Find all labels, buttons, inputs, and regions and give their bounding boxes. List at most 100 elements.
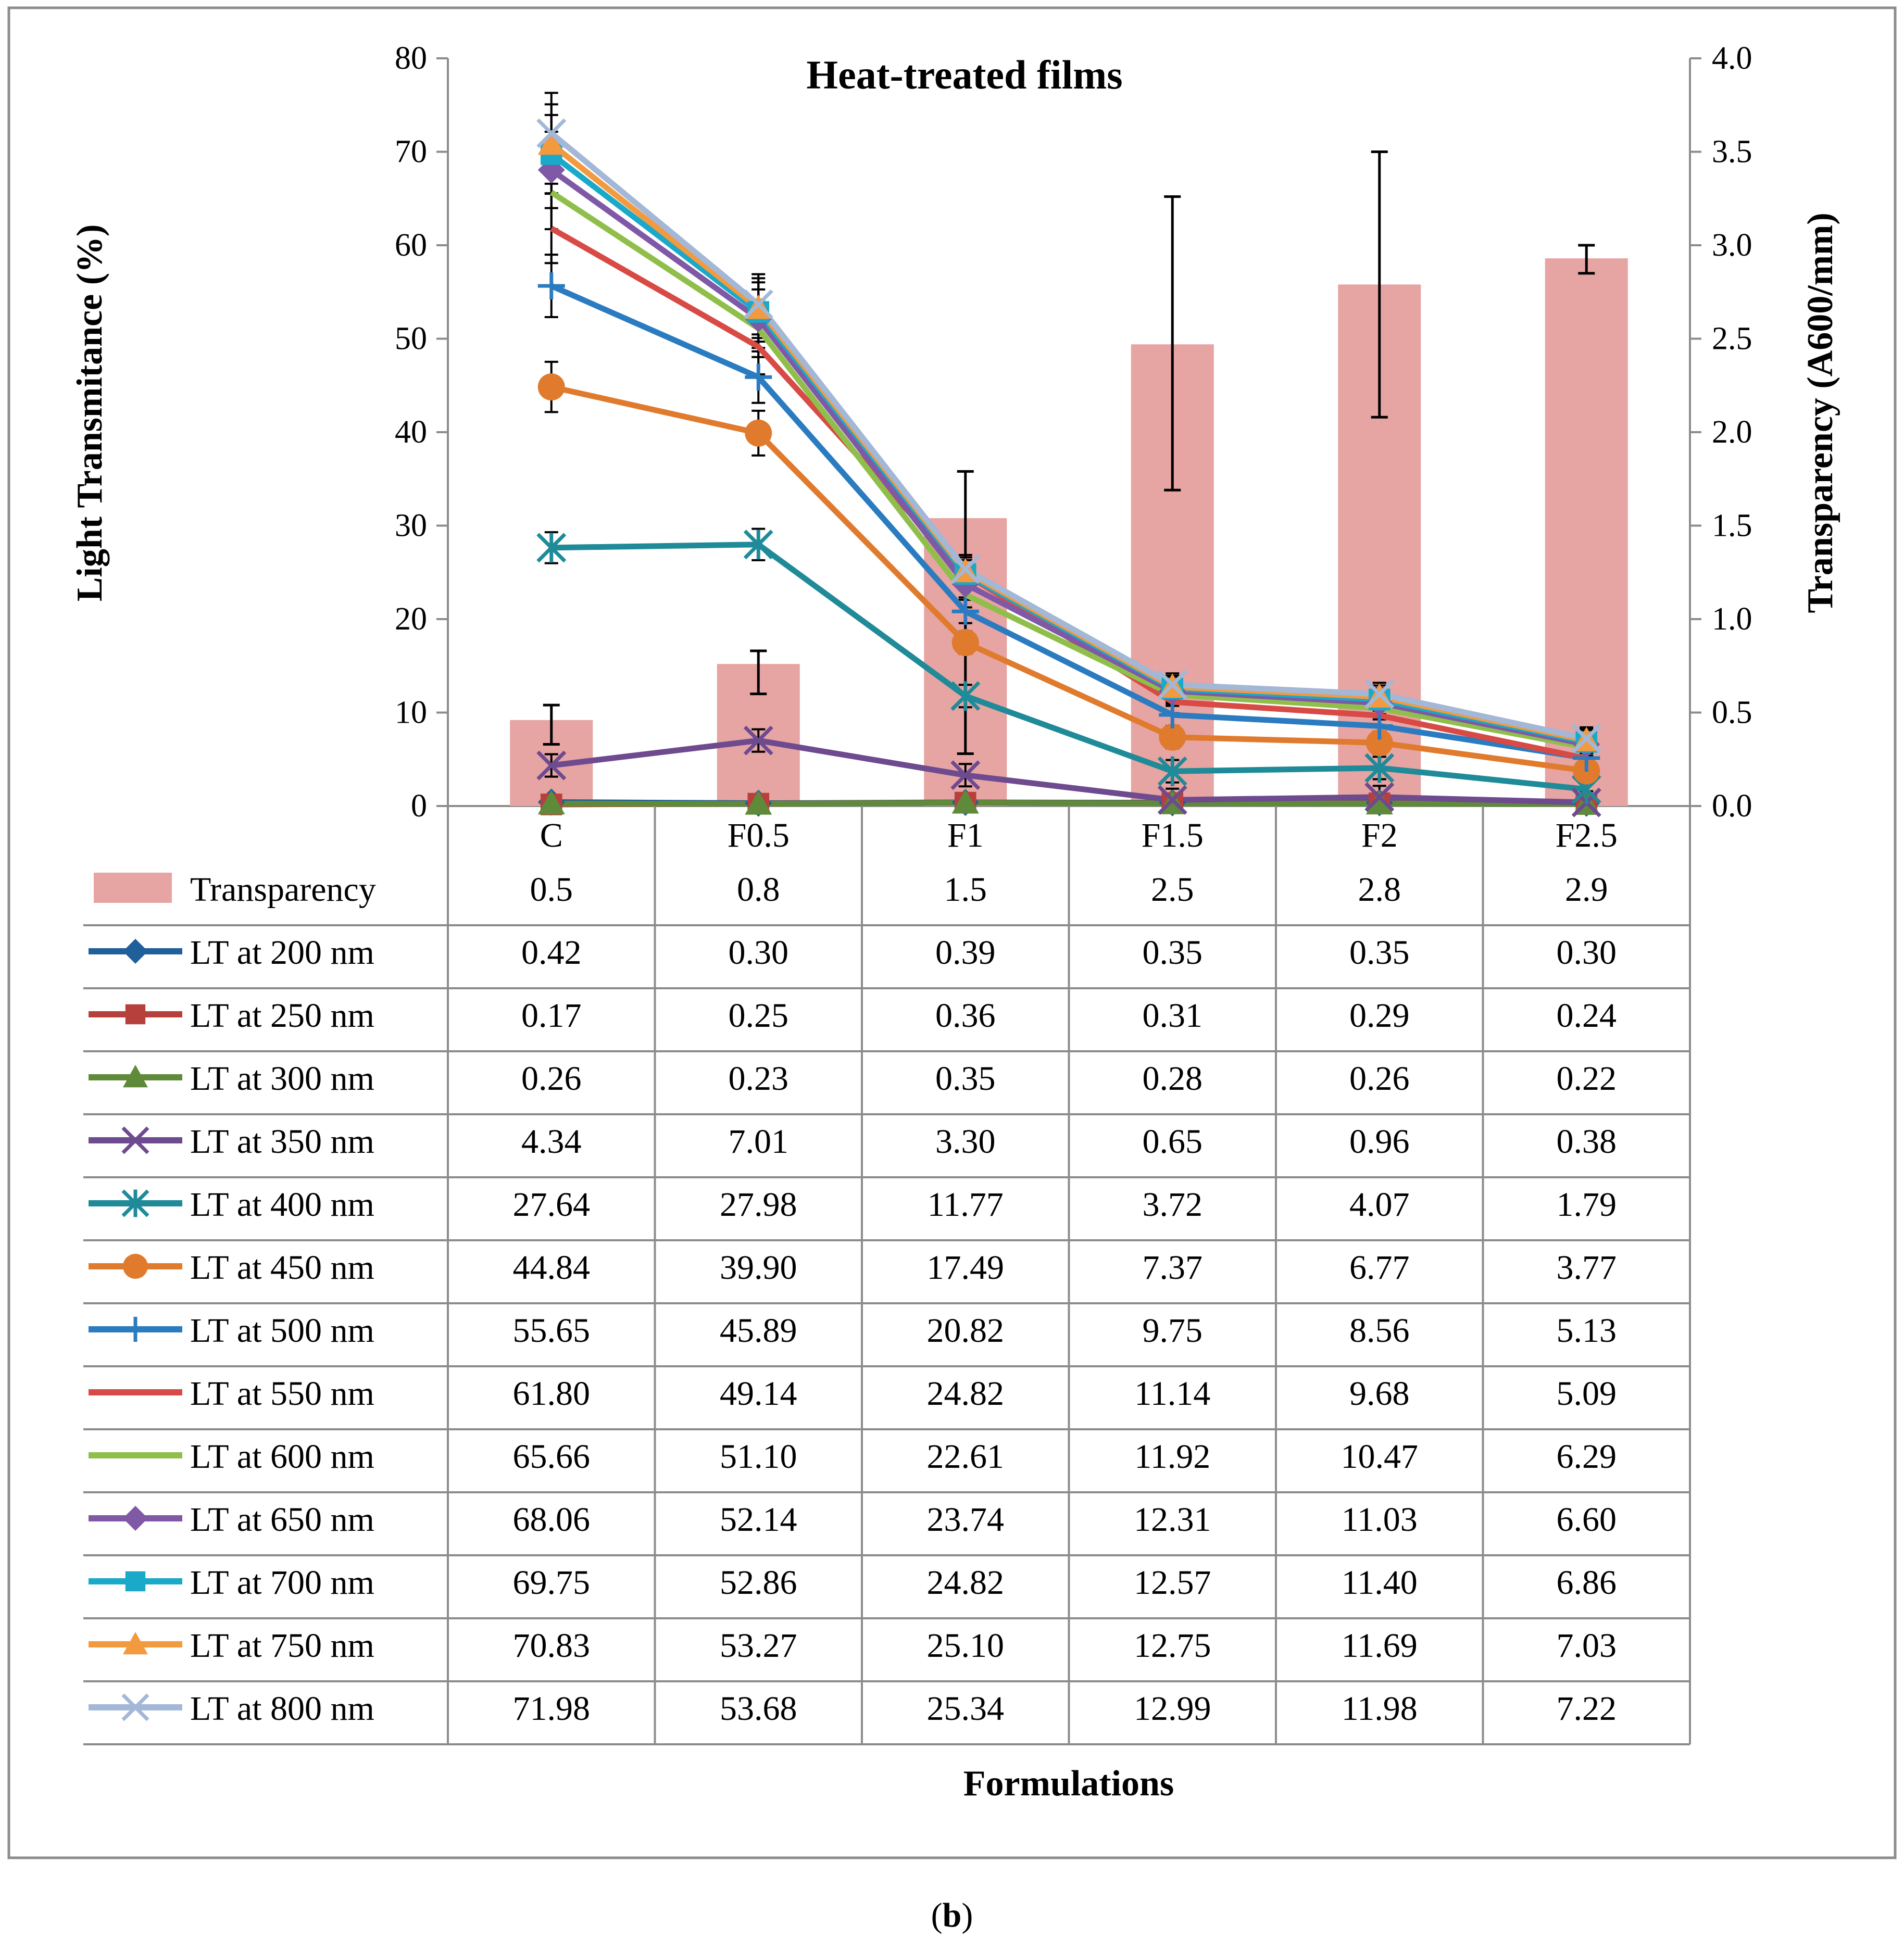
series-point [537,790,565,815]
series-point [1364,679,1395,709]
table-cell: 11.69 [1342,1627,1418,1665]
y-left-tick-label: 80 [395,41,427,76]
table-cell: 44.84 [513,1249,591,1287]
y-left-tick-label: 40 [395,414,427,450]
y-right-tick-label: 3.0 [1712,228,1752,263]
table-cell: 24.82 [927,1564,1005,1602]
x-tick-label: F2 [1361,816,1398,854]
legend-key-marker [123,1254,148,1279]
legend-label: LT at 600 nm [190,1438,374,1476]
table-cell: 8.56 [1349,1312,1410,1350]
series-point [1571,723,1601,753]
y-left-tick-label: 60 [395,228,427,263]
series-point [1157,756,1187,786]
table-cell: 5.09 [1557,1375,1617,1413]
legend-key-marker [123,1632,148,1655]
series-point [1364,753,1395,783]
table-cell: 53.68 [720,1690,797,1728]
figure-caption: (b) [931,1896,973,1934]
series-point [743,725,773,756]
legend-label: LT at 450 nm [190,1249,374,1287]
table-cell: 61.80 [513,1375,591,1413]
table-cell: 2.5 [1151,871,1194,909]
x-axis-title: Formulations [963,1764,1174,1804]
series-point [745,790,772,815]
table-cell: 0.42 [521,934,582,972]
table-cell: 0.23 [729,1060,789,1098]
table-cell: 25.10 [927,1627,1005,1665]
x-tick-label: F1.5 [1142,816,1204,854]
series-line [550,225,1587,762]
table-cell: 68.06 [513,1501,591,1539]
table-cell: 7.03 [1557,1627,1617,1665]
table-cell: 0.31 [1143,997,1203,1035]
table-cell: 52.86 [720,1564,797,1602]
legend-label: LT at 500 nm [190,1312,374,1350]
series-line [549,167,1587,747]
y-right-tick-label: 3.5 [1712,134,1752,170]
table-cell: 24.82 [927,1375,1005,1413]
legend-label: LT at 300 nm [190,1060,374,1098]
table-cell: 11.92 [1134,1438,1210,1476]
legend-key-marker [123,1065,148,1088]
table-cell: 0.8 [737,871,780,909]
legend-label: LT at 550 nm [190,1375,374,1413]
series-point [1157,785,1187,815]
table-cell: 12.31 [1134,1501,1211,1539]
table-cell: 4.34 [521,1123,582,1161]
table-cell: 11.98 [1342,1690,1418,1728]
table-cell: 0.17 [521,997,582,1035]
table-cell: 10.47 [1341,1438,1419,1476]
legend-label: LT at 700 nm [190,1564,374,1602]
legend-label: LT at 250 nm [190,997,374,1035]
table-cell: 0.26 [521,1060,582,1098]
series-line [549,152,1587,745]
y-axis-left-title: Light Transmitance (%) [70,224,110,602]
legend-key-transparency [94,873,172,903]
legend-label: LT at 400 nm [190,1186,374,1224]
legend-key-marker [125,1571,146,1592]
table-cell: 0.35 [935,1060,996,1098]
table-cell: 17.49 [927,1249,1005,1287]
series-point [537,373,565,401]
table-cell: 69.75 [513,1564,591,1602]
table-cell: 55.65 [513,1312,591,1350]
table-cell: 1.5 [944,871,987,909]
table-cell: 3.72 [1143,1186,1203,1224]
series-line [550,384,1587,774]
transparency-bar [1545,258,1628,806]
series-point [1159,701,1186,728]
table-cell: 12.99 [1134,1690,1211,1728]
series-line [549,190,1587,750]
table-cell: 3.77 [1557,1249,1617,1287]
series-line [551,542,1587,792]
table-cell: 3.30 [935,1123,996,1161]
table-cell: 6.86 [1557,1564,1617,1602]
table-cell: 11.40 [1342,1564,1418,1602]
series-point [536,750,567,781]
series-point [1366,712,1393,740]
legend-key-marker [123,939,148,964]
caption-close: ) [961,1896,973,1934]
legend-label: LT at 650 nm [190,1501,374,1539]
legend-label: Transparency [190,871,376,909]
table-cell: 4.07 [1349,1186,1410,1224]
table-cell: 0.24 [1557,997,1617,1035]
table-cell: 53.27 [720,1627,797,1665]
series-point [1364,782,1395,812]
table-cell: 45.89 [720,1312,797,1350]
series-point [950,681,981,711]
legend-key-marker [121,1693,149,1721]
series-point [950,554,981,584]
legend-label: LT at 750 nm [190,1627,374,1665]
series-point [745,419,772,447]
series-point [745,363,772,391]
table-cell: 71.98 [513,1690,591,1728]
y-right-tick-label: 2.0 [1712,414,1752,450]
series-point [951,629,979,657]
legend-label: LT at 200 nm [190,934,374,972]
table-cell: 12.75 [1134,1627,1211,1665]
legend-key-marker [121,1126,149,1154]
table-cell: 25.34 [927,1690,1005,1728]
